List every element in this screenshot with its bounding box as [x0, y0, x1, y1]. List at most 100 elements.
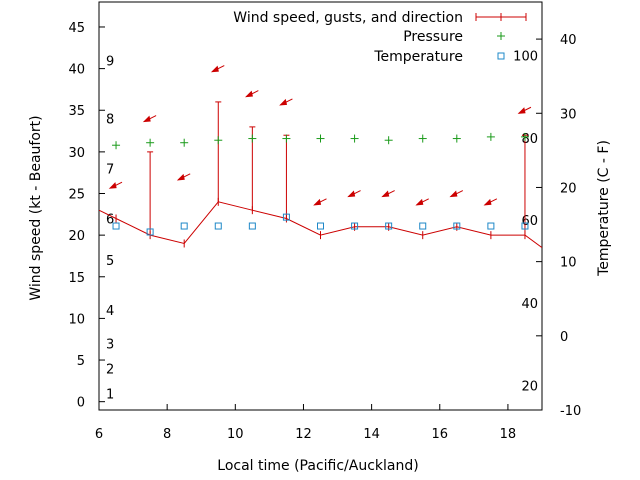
wind-direction-arrows — [108, 65, 532, 206]
pressure-point — [520, 132, 529, 141]
y-tick-label: 45 — [68, 21, 85, 36]
y-axis-label: Wind speed (kt - Beaufort) — [28, 115, 44, 300]
wind-speed-line — [99, 201, 542, 249]
wind-direction-arrow — [210, 65, 225, 73]
temperature-point — [146, 228, 154, 236]
y2-tick-label: 10 — [560, 256, 577, 271]
legend: Wind speed, gusts, and direction Pressur… — [233, 10, 527, 65]
temperature-point — [317, 222, 324, 230]
pressure-point — [486, 132, 495, 141]
y-tick-label: 20 — [68, 229, 85, 244]
wind-direction-arrow — [313, 198, 327, 206]
beaufort-label: 8 — [106, 113, 114, 128]
beaufort-scale-labels: 1 2 3 4 5 6 7 8 9 — [106, 54, 114, 402]
x-tick-label: 6 — [95, 427, 103, 442]
wind-arrow-head — [245, 90, 253, 98]
temperature-point — [453, 222, 461, 230]
fahrenheit-label: 100 — [513, 49, 538, 64]
pressure-point — [350, 134, 359, 143]
wind-direction-arrow — [347, 190, 361, 198]
beaufort-label: 6 — [106, 212, 114, 227]
fahrenheit-label: 80 — [521, 132, 538, 147]
temperature-point — [419, 222, 427, 230]
y-tick-label: 30 — [68, 146, 85, 161]
x-axis-label: Local time (Pacific/Auckland) — [217, 458, 418, 474]
fahrenheit-scale-labels: 20 40 60 80 100 — [513, 49, 538, 394]
temperature-point — [180, 222, 188, 230]
beaufort-label: 4 — [106, 304, 114, 319]
plot-border — [98, 1, 543, 411]
legend-swatch-temperature — [497, 52, 505, 60]
wind-direction-arrow — [142, 115, 157, 123]
y2-tick-label: 0 — [560, 330, 568, 345]
wind-arrow-head — [347, 190, 356, 198]
fahrenheit-label: 60 — [521, 214, 538, 229]
legend-label-pressure: Pressure — [403, 29, 463, 45]
wind-direction-arrow — [108, 181, 123, 189]
pressure-point — [282, 134, 291, 143]
pressure-point — [112, 141, 121, 150]
wind-arrow-head — [210, 65, 219, 73]
wind-arrow-head — [142, 115, 151, 123]
x-tick-label: 8 — [163, 427, 171, 442]
wind-direction-arrow — [483, 198, 498, 206]
y2-tick-label: 20 — [560, 181, 577, 196]
x-tick-label: 12 — [295, 427, 312, 442]
wind-direction-arrow — [517, 106, 532, 114]
y2-axis-label: Temperature (C - F) — [596, 140, 612, 277]
x-tick-label: 10 — [227, 427, 244, 442]
y-tick-label: 5 — [77, 354, 85, 369]
wind-arrow-head — [108, 182, 117, 189]
temperature-point — [282, 213, 290, 221]
wind-direction-arrow — [176, 173, 191, 181]
wind-arrow-head — [279, 98, 288, 106]
temperature-point — [112, 222, 120, 230]
pressure-point — [316, 134, 325, 143]
temperature-point — [351, 222, 359, 230]
beaufort-label: 3 — [106, 337, 114, 352]
fahrenheit-label: 40 — [521, 297, 538, 312]
wind-arrow-head — [449, 190, 458, 198]
legend-swatch-wind — [475, 13, 527, 21]
pressure-point — [452, 134, 461, 143]
y2-tick-label: -10 — [560, 404, 581, 419]
plot-frame — [98, 1, 543, 411]
wind-direction-arrow — [381, 190, 395, 198]
beaufort-label: 2 — [106, 362, 114, 377]
y2-tick-label: 30 — [560, 107, 577, 122]
y-tick-label: 10 — [68, 312, 85, 327]
pressure-point — [384, 136, 393, 145]
wind-direction-arrow — [279, 98, 293, 106]
legend-label-temperature: Temperature — [373, 49, 463, 65]
wind-direction-arrow — [415, 198, 429, 206]
pressure-point — [418, 134, 427, 143]
pressure-point — [180, 138, 189, 147]
beaufort-label: 1 — [106, 387, 114, 402]
y2-tick-label: 40 — [560, 33, 577, 48]
x-tick-label: 14 — [363, 427, 380, 442]
wind-arrow-head — [483, 198, 492, 206]
x-tick-label: 18 — [500, 427, 517, 442]
wind-arrow-head — [313, 198, 322, 206]
wind-arrow-head — [517, 107, 526, 114]
legend-swatch-pressure — [497, 32, 505, 40]
temperature-point — [385, 222, 393, 230]
temperature-point — [487, 222, 495, 230]
fahrenheit-label: 20 — [521, 380, 538, 395]
temperature-point — [248, 222, 256, 230]
legend-label-wind: Wind speed, gusts, and direction — [233, 10, 463, 26]
x-tick-label: 16 — [431, 427, 448, 442]
y-tick-label: 35 — [68, 104, 85, 119]
beaufort-label: 5 — [106, 254, 114, 269]
pressure-point — [146, 138, 155, 147]
wind-arrow-head — [415, 198, 424, 206]
wind-direction-arrow — [245, 90, 259, 98]
pressure-point — [214, 136, 223, 145]
pressure-point — [248, 134, 257, 143]
y-axis-ticks: 0 5 10 15 20 25 30 35 40 45 — [68, 21, 105, 411]
temperature-point — [214, 222, 222, 230]
y-tick-label: 25 — [68, 188, 85, 203]
y-tick-label: 40 — [68, 63, 85, 78]
x-axis-ticks: 6 8 10 12 14 16 18 — [95, 404, 516, 442]
